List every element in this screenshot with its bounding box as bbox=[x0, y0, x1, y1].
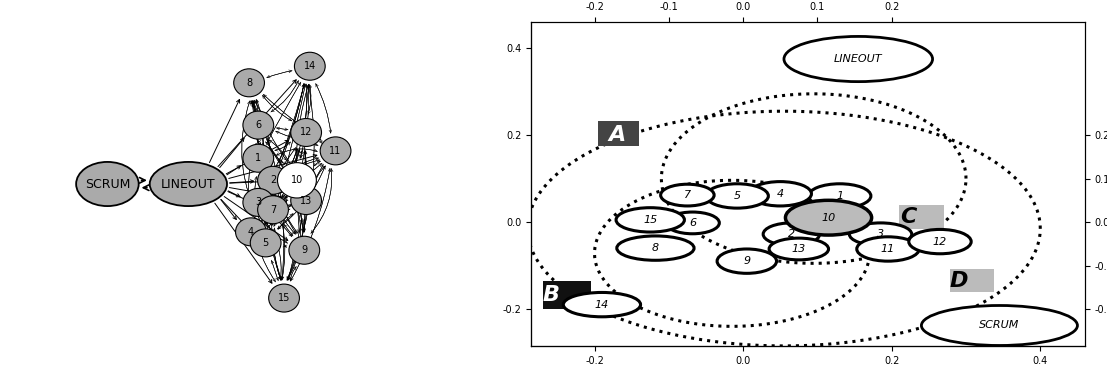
Text: 10: 10 bbox=[291, 175, 303, 185]
FancyBboxPatch shape bbox=[950, 269, 994, 293]
Ellipse shape bbox=[563, 293, 641, 317]
Text: 2: 2 bbox=[270, 175, 276, 185]
Ellipse shape bbox=[769, 238, 828, 260]
Ellipse shape bbox=[921, 305, 1077, 346]
Ellipse shape bbox=[808, 184, 871, 208]
Ellipse shape bbox=[320, 137, 351, 165]
Text: 10: 10 bbox=[821, 213, 836, 223]
Text: 13: 13 bbox=[300, 195, 312, 206]
Text: 5: 5 bbox=[734, 191, 741, 201]
Text: 9: 9 bbox=[301, 245, 308, 255]
Text: 11: 11 bbox=[330, 146, 342, 156]
Ellipse shape bbox=[278, 163, 317, 198]
Ellipse shape bbox=[291, 118, 321, 146]
Text: 9: 9 bbox=[743, 256, 751, 266]
Text: 7: 7 bbox=[270, 205, 276, 215]
Text: 1: 1 bbox=[836, 191, 844, 201]
Ellipse shape bbox=[786, 200, 871, 235]
Text: 12: 12 bbox=[933, 237, 948, 247]
Text: SCRUM: SCRUM bbox=[980, 321, 1020, 330]
Text: 6: 6 bbox=[689, 218, 696, 228]
Ellipse shape bbox=[665, 212, 720, 234]
Ellipse shape bbox=[242, 188, 273, 216]
Ellipse shape bbox=[763, 223, 819, 245]
Text: 8: 8 bbox=[652, 243, 659, 253]
Text: 11: 11 bbox=[881, 244, 896, 254]
Ellipse shape bbox=[149, 162, 227, 206]
Text: 2: 2 bbox=[788, 229, 795, 239]
Ellipse shape bbox=[258, 166, 289, 194]
Ellipse shape bbox=[617, 208, 684, 232]
Text: 4: 4 bbox=[777, 189, 784, 199]
Ellipse shape bbox=[234, 69, 265, 97]
Text: LINEOUT: LINEOUT bbox=[161, 177, 216, 191]
Ellipse shape bbox=[617, 236, 694, 260]
Ellipse shape bbox=[717, 249, 776, 273]
Text: C: C bbox=[900, 207, 917, 227]
Text: 7: 7 bbox=[684, 190, 691, 200]
Ellipse shape bbox=[289, 236, 320, 264]
Text: 4: 4 bbox=[248, 227, 254, 237]
FancyBboxPatch shape bbox=[542, 281, 591, 309]
Text: 6: 6 bbox=[256, 120, 261, 130]
Ellipse shape bbox=[294, 52, 325, 80]
Text: 14: 14 bbox=[303, 61, 315, 71]
Ellipse shape bbox=[706, 184, 768, 208]
Ellipse shape bbox=[76, 162, 138, 206]
Text: SCRUM: SCRUM bbox=[85, 177, 131, 191]
Text: 3: 3 bbox=[877, 229, 884, 239]
Text: 8: 8 bbox=[246, 78, 252, 88]
Text: 3: 3 bbox=[256, 197, 261, 208]
Text: 5: 5 bbox=[262, 238, 269, 248]
Text: 1: 1 bbox=[256, 153, 261, 163]
Text: B: B bbox=[542, 284, 560, 305]
FancyBboxPatch shape bbox=[899, 205, 943, 229]
Text: A: A bbox=[608, 125, 625, 145]
Text: 15: 15 bbox=[643, 215, 658, 225]
Text: 15: 15 bbox=[278, 293, 290, 303]
Ellipse shape bbox=[236, 218, 267, 246]
Ellipse shape bbox=[258, 196, 289, 224]
Ellipse shape bbox=[269, 284, 299, 312]
FancyBboxPatch shape bbox=[598, 121, 639, 146]
Ellipse shape bbox=[661, 184, 714, 206]
Ellipse shape bbox=[242, 111, 273, 139]
Ellipse shape bbox=[857, 237, 919, 261]
Ellipse shape bbox=[242, 144, 273, 172]
Ellipse shape bbox=[849, 223, 912, 245]
Text: 12: 12 bbox=[300, 127, 312, 138]
Ellipse shape bbox=[291, 187, 321, 215]
Text: D: D bbox=[950, 271, 968, 291]
Ellipse shape bbox=[909, 229, 971, 254]
Ellipse shape bbox=[749, 182, 811, 206]
Ellipse shape bbox=[250, 229, 281, 257]
Text: 14: 14 bbox=[594, 300, 609, 309]
Text: 13: 13 bbox=[792, 244, 806, 254]
Ellipse shape bbox=[784, 36, 932, 82]
Text: LINEOUT: LINEOUT bbox=[834, 54, 882, 64]
